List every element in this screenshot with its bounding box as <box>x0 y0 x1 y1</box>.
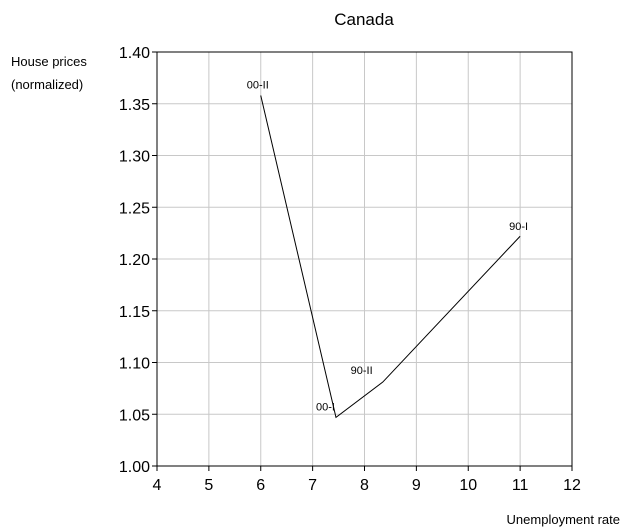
point-label: 00-I <box>316 401 335 413</box>
series-line <box>260 95 521 419</box>
grid <box>157 52 572 466</box>
x-axis-label: Unemployment rate <box>507 512 620 527</box>
x-tick-label: 12 <box>563 477 581 494</box>
point-labels: 90-I 90-II 00-I 00-II <box>247 79 528 413</box>
point-label: 00-II <box>247 79 269 91</box>
y-tick-label: 1.05 <box>119 407 150 424</box>
chart-title: Canada <box>334 10 394 29</box>
point-label: 90-II <box>351 365 373 377</box>
x-tick-label: 9 <box>412 477 421 494</box>
y-tick-label: 1.10 <box>119 356 150 373</box>
ticks: 4 5 6 7 8 9 10 11 12 1.00 1.05 1.10 1.15 1.20 1.25 1.30… <box>119 45 581 494</box>
point-label: 90-I <box>509 221 528 233</box>
x-tick-label: 10 <box>459 477 477 494</box>
y-tick-label: 1.35 <box>119 97 150 114</box>
x-tick-label: 11 <box>512 477 529 494</box>
y-tick-label: 1.40 <box>119 45 150 62</box>
y-axis-label-line-2: (normalized) <box>11 77 83 92</box>
x-tick-label: 4 <box>153 477 162 494</box>
x-tick-label: 8 <box>360 477 369 494</box>
y-tick-label: 1.15 <box>119 304 150 321</box>
x-tick-label: 6 <box>256 477 265 494</box>
x-tick-label: 7 <box>308 477 317 494</box>
x-tick-label: 5 <box>204 477 213 494</box>
y-tick-label: 1.20 <box>119 252 150 269</box>
y-tick-label: 1.00 <box>119 459 150 476</box>
y-tick-label: 1.25 <box>119 200 150 217</box>
y-tick-label: 1.30 <box>119 149 150 166</box>
y-axis-label-line-1: House prices <box>11 54 87 69</box>
